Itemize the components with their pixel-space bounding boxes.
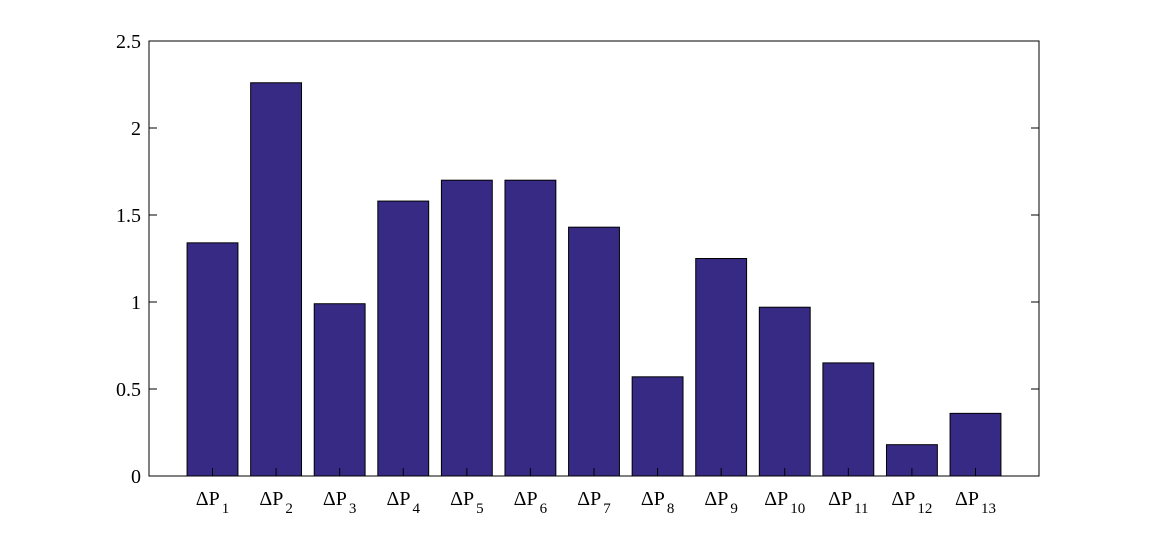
x-tick-label-main: ΔP xyxy=(196,488,220,510)
x-tick-label-9: ΔP 9 xyxy=(704,488,737,517)
bar-5 xyxy=(440,179,493,477)
x-tick-label-subscript: 5 xyxy=(476,501,484,517)
x-tick-label-main: ΔP xyxy=(955,488,979,510)
bar-6 xyxy=(504,179,557,477)
x-tick-label-12: ΔP 12 xyxy=(891,488,932,517)
x-tick-label-main: ΔP xyxy=(387,488,411,510)
y-tick-labels: 0 0.5 1 1.5 2 2.5 xyxy=(116,31,141,488)
x-tick-label-main: ΔP xyxy=(323,488,347,510)
bar-13 xyxy=(949,412,1002,477)
y-tick-label-5: 2.5 xyxy=(116,31,141,53)
bar-11 xyxy=(822,362,875,477)
x-tick-label-10: ΔP 10 xyxy=(764,488,805,517)
x-tick-label-11: ΔP 11 xyxy=(828,488,868,517)
x-tick-labels: ΔP 1 ΔP 2 ΔP 3 ΔP 4 ΔP 5 ΔP 6 ΔP 7 ΔP 8 ΔP 9 ΔP 10 ΔP 11 ΔP 12 Δ… xyxy=(196,488,996,517)
plot-frame xyxy=(148,40,1040,477)
x-tick-label-subscript: 9 xyxy=(730,501,738,517)
x-tick-label-subscript: 6 xyxy=(540,501,548,517)
x-tick-label-8: ΔP 8 xyxy=(641,488,674,517)
x-tick-label-subscript: 10 xyxy=(790,501,805,517)
x-tick-label-main: ΔP xyxy=(641,488,665,510)
x-tick-label-subscript: 7 xyxy=(603,501,611,517)
bar-4 xyxy=(377,200,430,477)
bar-3 xyxy=(313,303,366,477)
bar-1 xyxy=(186,242,239,477)
bars-group xyxy=(186,82,1002,477)
x-tick-label-main: ΔP xyxy=(450,488,474,510)
y-tick-label-0: 0 xyxy=(131,466,141,488)
x-tick-label-7: ΔP 7 xyxy=(577,488,611,517)
x-tick-label-main: ΔP xyxy=(259,488,283,510)
x-tick-label-13: ΔP 13 xyxy=(955,488,996,517)
x-tick-label-4: ΔP 4 xyxy=(387,488,421,517)
x-tick-label-subscript: 11 xyxy=(854,501,868,517)
x-tick-label-1: ΔP 1 xyxy=(196,488,229,517)
x-tick-label-main: ΔP xyxy=(514,488,538,510)
y-tick-label-2: 1 xyxy=(131,292,141,314)
bar-8 xyxy=(631,376,684,477)
x-tick-label-main: ΔP xyxy=(704,488,728,510)
x-tick-label-3: ΔP 3 xyxy=(323,488,356,517)
bar-10 xyxy=(758,306,811,477)
bar-9 xyxy=(695,258,748,477)
x-tick-label-6: ΔP 6 xyxy=(514,488,548,517)
x-tick-label-main: ΔP xyxy=(764,488,788,510)
x-tick-label-main: ΔP xyxy=(577,488,601,510)
y-tick-label-1: 0.5 xyxy=(116,379,141,401)
x-tick-label-subscript: 12 xyxy=(917,501,932,517)
x-tick-label-subscript: 8 xyxy=(667,501,675,517)
bar-2 xyxy=(250,82,303,477)
x-tick-label-subscript: 4 xyxy=(412,501,420,517)
x-tick-label-subscript: 3 xyxy=(349,501,357,517)
y-tick-label-4: 2 xyxy=(131,118,141,140)
x-tick-label-main: ΔP xyxy=(891,488,915,510)
x-tick-label-subscript: 13 xyxy=(981,501,996,517)
x-tick-label-2: ΔP 2 xyxy=(259,488,292,517)
y-tick-label-3: 1.5 xyxy=(116,205,141,227)
x-tick-label-subscript: 2 xyxy=(285,501,293,517)
x-tick-label-subscript: 1 xyxy=(222,501,230,517)
x-tick-label-5: ΔP 5 xyxy=(450,488,483,517)
x-tick-label-main: ΔP xyxy=(828,488,852,510)
bar-7 xyxy=(568,226,620,477)
